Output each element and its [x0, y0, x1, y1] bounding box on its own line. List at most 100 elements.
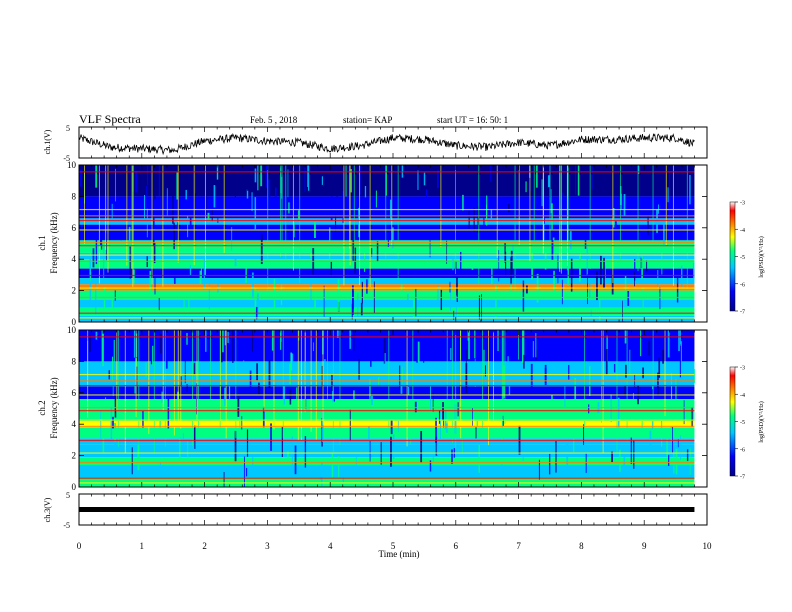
spectrogram-cell: [605, 348, 608, 375]
transmitter-line: [79, 215, 695, 217]
spectrogram-cell: [675, 379, 677, 402]
spectrogram-cell: [617, 397, 620, 428]
time-tick-label: 10: [703, 541, 713, 551]
spectrogram-cell: [622, 300, 623, 322]
freq-tick-label: 8: [72, 356, 77, 366]
freq-tick-label: 4: [72, 254, 77, 264]
spectrogram-cell: [185, 189, 187, 200]
spectrogram-cell: [522, 443, 524, 461]
sferic-line: [440, 165, 442, 248]
spectrogram-cell: [229, 172, 231, 196]
spectrogram-cell: [239, 407, 241, 439]
spectrogram-cell: [501, 464, 503, 476]
spectrogram-cell: [135, 333, 138, 358]
spectrogram-cell: [101, 330, 103, 362]
spectrogram-cell: [349, 330, 352, 349]
sferic-line: [282, 330, 284, 439]
sferic-line: [153, 330, 155, 454]
sferic-line: [391, 165, 393, 247]
spectrogram-cell: [476, 415, 478, 427]
spectrogram-cell: [146, 185, 148, 201]
spectrogram-cell: [337, 279, 340, 312]
spectrogram-cell: [159, 461, 161, 473]
sferic-line: [602, 330, 604, 454]
spectrogram-cell: [173, 222, 175, 250]
spectrogram-cell: [630, 437, 632, 465]
header-start-time: start UT = 16: 50: 1: [437, 115, 508, 125]
spectrogram-cell: [260, 234, 263, 265]
transmitter-line: [79, 171, 695, 173]
sferic-line: [193, 165, 195, 266]
ch1-colorbar-ticks: -3 -4 -5 -6 -7: [735, 201, 745, 316]
spectrogram-cell: [508, 374, 511, 395]
spectrogram-cell: [538, 459, 541, 480]
spectrogram-cell: [102, 333, 104, 367]
transmitter-line: [79, 410, 695, 412]
freq-tick-label: 2: [72, 286, 77, 296]
spectrogram-cell: [400, 283, 403, 300]
spectrogram-band-6: [79, 259, 695, 269]
spectrogram-cell: [154, 274, 156, 295]
spectrogram-cell: [675, 448, 678, 475]
sferic-line: [460, 330, 462, 439]
ch1-spectrogram-image: [79, 165, 695, 322]
spectrogram-cell: [246, 189, 249, 199]
spectrogram-cell: [273, 279, 276, 310]
spectrogram-band-4: [79, 240, 695, 253]
spectrogram-cell: [407, 386, 410, 395]
spectrogram-cell: [532, 340, 534, 358]
spectrogram-cell: [603, 257, 605, 289]
spectrogram-cell: [656, 209, 658, 233]
spectrogram-cell: [657, 372, 659, 396]
spectrogram-cell: [553, 270, 555, 293]
spectrogram-cell: [451, 449, 453, 464]
spectrogram-cell: [512, 244, 514, 262]
spectrogram-cell: [358, 207, 360, 238]
spectrogram-cell: [376, 241, 379, 262]
transmitter-line: [79, 312, 695, 314]
spectrogram-cell: [92, 248, 95, 268]
spectrogram-cell: [383, 338, 386, 364]
spectrogram-cell: [142, 411, 144, 428]
sferic-line: [478, 165, 480, 284]
spectrogram-cell: [246, 429, 249, 457]
spectrogram-cell: [307, 165, 310, 191]
transmitter-line: [79, 394, 695, 396]
time-axis-label: Time (min): [379, 549, 420, 559]
sferic-line: [369, 165, 371, 288]
colorbar-tick-label: -7: [740, 310, 745, 316]
spectrogram-cell: [498, 250, 500, 282]
spectrogram-cell: [358, 358, 360, 380]
spectrogram-cell: [228, 386, 231, 411]
spectrogram-cell: [333, 393, 335, 402]
spectrogram-cell: [111, 203, 113, 223]
sferic-line: [84, 165, 85, 244]
spectrogram-cell: [588, 280, 591, 298]
spectrogram-cell: [625, 364, 628, 378]
spectrogram-cell: [510, 250, 513, 275]
spectrogram-cell: [564, 376, 566, 407]
spectrogram-cell: [222, 330, 224, 353]
spectrogram-cell: [611, 275, 614, 295]
spectrogram-cell: [251, 272, 254, 299]
spectrogram-cell: [355, 451, 357, 470]
ch1-colorbar-label: log(PSD)(V²/Hz): [758, 236, 765, 277]
spectrogram-cell: [378, 377, 380, 386]
spectrogram-cell: [522, 330, 525, 362]
ch2-colorbar-label: log(PSD)(V²/Hz): [758, 401, 765, 442]
spectrogram-cell: [270, 423, 272, 451]
spectrogram-cell: [332, 379, 334, 403]
sferic-line: [665, 165, 667, 246]
spectrogram-cell: [484, 365, 486, 377]
spectrogram-cell: [613, 363, 616, 373]
ch3v-ytick-bottom: -5: [63, 521, 70, 530]
spectrogram-cell: [548, 453, 551, 475]
sferic-line: [343, 165, 345, 286]
spectrogram-cell: [178, 174, 180, 194]
sferic-line: [223, 165, 225, 253]
spectrogram-cell: [557, 254, 559, 284]
spectrogram-cell: [461, 432, 463, 454]
spectrogram-cell: [294, 445, 297, 475]
spectrogram-cell: [114, 394, 117, 418]
spectrogram-cell: [103, 288, 106, 315]
